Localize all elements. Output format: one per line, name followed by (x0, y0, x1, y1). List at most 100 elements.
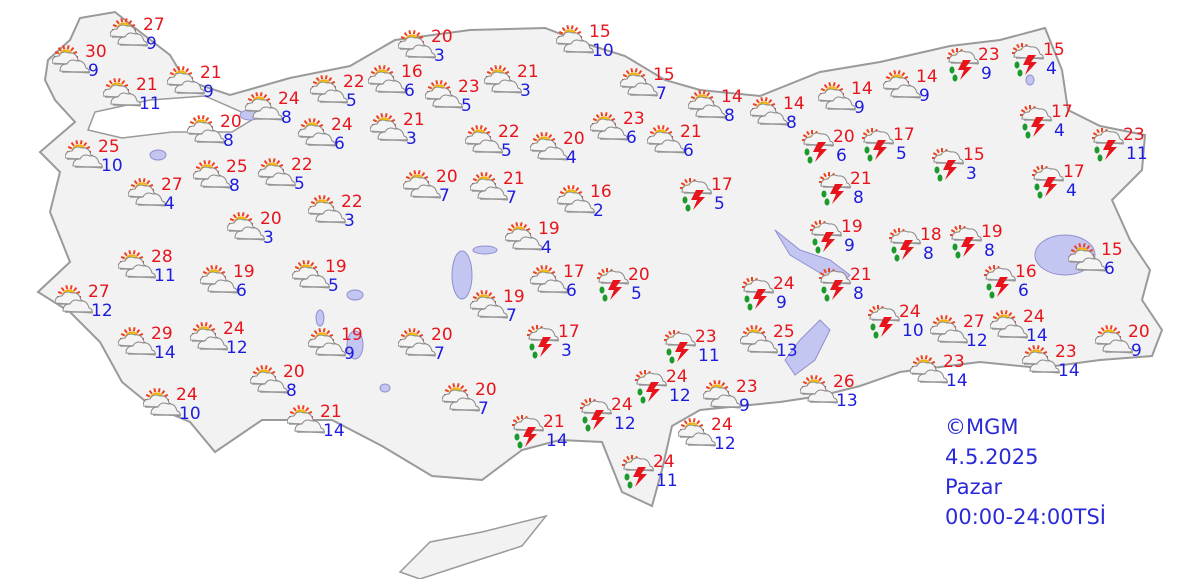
max-temp: 24 (711, 415, 733, 435)
max-temp: 19 (841, 217, 863, 237)
station: 20 7 (403, 168, 473, 210)
min-temp: 9 (344, 344, 355, 364)
partly-cloudy-icon (298, 118, 336, 147)
station: 19 9 (808, 217, 878, 260)
min-temp: 12 (669, 386, 691, 406)
station: 24 12 (578, 395, 648, 438)
min-temp: 3 (966, 164, 977, 184)
partly-cloudy-icon (292, 260, 330, 289)
partly-cloudy-icon (245, 92, 283, 121)
min-temp: 6 (404, 81, 415, 101)
max-temp: 27 (963, 312, 985, 332)
partly-cloudy-icon (678, 418, 716, 447)
partly-cloudy-icon (1068, 243, 1106, 272)
min-temp: 9 (203, 82, 214, 102)
min-temp: 11 (698, 346, 720, 366)
partly-cloudy-icon (990, 310, 1028, 339)
station: 21 3 (370, 111, 440, 153)
station: 20 8 (187, 113, 257, 155)
max-temp: 21 (503, 169, 525, 189)
partly-cloudy-icon (800, 375, 838, 404)
partly-cloudy-icon (425, 80, 463, 109)
partly-cloudy-icon (368, 65, 406, 94)
station: 17 4 (1018, 103, 1088, 145)
station: 19 9 (308, 325, 378, 368)
partly-cloudy-icon (200, 265, 238, 294)
station: 19 8 (948, 222, 1018, 265)
station: 15 4 (1010, 40, 1080, 83)
max-temp: 24 (666, 367, 688, 387)
min-temp: 6 (1018, 281, 1029, 301)
station: 22 5 (258, 156, 328, 198)
max-temp: 15 (589, 22, 611, 42)
thunderstorm-rain-icon (950, 225, 982, 259)
thunderstorm-rain-icon (664, 330, 696, 364)
max-temp: 20 (563, 129, 585, 149)
min-temp: 9 (146, 34, 157, 54)
max-temp: 26 (833, 372, 855, 392)
max-temp: 19 (341, 325, 363, 345)
station: 20 8 (250, 363, 320, 405)
max-temp: 16 (590, 182, 612, 202)
thunderstorm-rain-icon (680, 178, 712, 212)
max-temp: 23 (623, 109, 645, 129)
min-temp: 12 (91, 301, 113, 321)
partly-cloudy-icon (484, 65, 522, 94)
station: 20 6 (800, 127, 870, 170)
partly-cloudy-icon (250, 365, 288, 394)
max-temp: 24 (1023, 307, 1045, 327)
max-temp: 20 (833, 127, 855, 147)
station: 20 7 (398, 325, 468, 368)
station: 15 3 (930, 146, 1000, 188)
partly-cloudy-icon (308, 195, 346, 224)
max-temp: 16 (401, 62, 423, 82)
station: 23 9 (703, 378, 773, 420)
partly-cloudy-icon (398, 30, 436, 59)
min-temp: 14 (546, 431, 568, 451)
station: 18 8 (887, 226, 957, 268)
thunderstorm-rain-icon (597, 268, 629, 302)
max-temp: 20 (260, 209, 282, 229)
thunderstorm-rain-icon (868, 305, 900, 339)
min-temp: 8 (281, 108, 292, 128)
lake (451, 250, 473, 300)
station: 27 12 (55, 283, 125, 325)
station: 23 5 (425, 78, 495, 120)
min-temp: 7 (434, 344, 445, 364)
max-temp: 20 (431, 27, 453, 47)
partly-cloudy-icon (1095, 325, 1133, 354)
station: 27 4 (128, 176, 198, 218)
station: 23 9 (945, 46, 1015, 88)
station: 19 6 (200, 263, 270, 305)
station: 21 9 (167, 64, 237, 106)
station: 19 4 (505, 220, 575, 262)
info-block: ©MGM 4.5.2025 Pazar 00:00-24:00TSİ (945, 412, 1106, 532)
max-temp: 24 (611, 395, 633, 415)
partly-cloudy-icon (143, 388, 181, 417)
min-temp: 5 (631, 284, 642, 304)
station: 20 7 (442, 381, 512, 423)
max-temp: 16 (1015, 262, 1037, 282)
thunderstorm-rain-icon (622, 455, 654, 489)
min-temp: 8 (853, 188, 864, 208)
station: 17 3 (525, 323, 595, 365)
min-temp: 4 (1066, 181, 1077, 201)
min-temp: 3 (561, 341, 572, 361)
partly-cloudy-icon (370, 113, 408, 142)
credit: ©MGM (945, 415, 1019, 439)
max-temp: 27 (143, 15, 165, 35)
min-temp: 3 (344, 211, 355, 231)
partly-cloudy-icon (52, 45, 90, 74)
max-temp: 19 (325, 257, 347, 277)
lake (149, 149, 167, 161)
thunderstorm-rain-icon (802, 130, 834, 164)
max-temp: 14 (851, 79, 873, 99)
min-temp: 3 (434, 46, 445, 66)
max-temp: 15 (1043, 40, 1065, 60)
max-temp: 20 (431, 325, 453, 345)
max-temp: 21 (136, 75, 158, 95)
station: 20 5 (595, 266, 665, 308)
max-temp: 17 (893, 125, 915, 145)
max-temp: 19 (981, 222, 1003, 242)
min-temp: 8 (786, 113, 797, 133)
